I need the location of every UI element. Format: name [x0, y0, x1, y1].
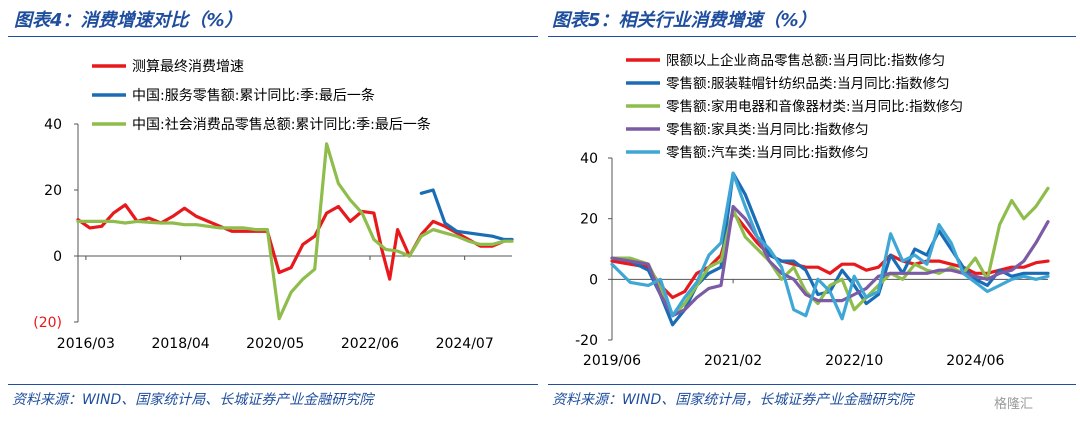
legend-label-1: 测算最终消费增速	[132, 59, 244, 75]
x-tick-label: 2018/04	[151, 336, 209, 352]
y-tick-label: (20)	[33, 315, 62, 331]
title-rule-left	[8, 36, 538, 37]
chart-right-source: 资料来源：WIND、国家统计局，长城证券产业金融研究院	[552, 392, 914, 408]
x-tick-label: 2019/06	[583, 353, 641, 369]
y-tick-label: 20	[580, 212, 598, 228]
series-line-2	[419, 188, 514, 242]
watermark-logo: 格隆汇	[994, 397, 1034, 412]
x-tick-label: 2022/10	[825, 353, 883, 369]
series-line-1	[76, 203, 514, 281]
legend-label-3: 零售额:家用电器和音像器材类:当月同比:指数修匀	[666, 98, 963, 115]
legend-label-1: 限额以上企业商品零售总额:当月同比:指数修匀	[666, 52, 945, 69]
y-tick-label: 40	[44, 117, 62, 133]
chart-left-source: 资料来源：WIND、国家统计局、长城证券产业金融研究院	[12, 392, 374, 408]
series-line-4	[610, 204, 1050, 318]
source-rule-left	[8, 384, 538, 385]
x-tick-label: 2022/06	[341, 336, 399, 352]
legend-label-3: 中国:社会消费品零售总额:累计同比:季:最后一条	[132, 116, 431, 133]
x-tick-label: 2016/03	[57, 336, 115, 352]
legend-label-2: 零售额:服装鞋帽针纺织品类:当月同比:指数修匀	[666, 76, 950, 92]
series-line-1	[610, 211, 1050, 300]
title-rule-right	[548, 36, 1076, 37]
x-tick-label: 2024/06	[946, 353, 1004, 369]
series-line-5	[610, 171, 1050, 321]
x-tick-label: 2024/07	[436, 336, 494, 352]
series-line-3	[610, 186, 1050, 318]
series-line-3	[76, 142, 514, 321]
y-tick-label: 20	[44, 183, 62, 199]
x-tick-label: 2020/05	[246, 336, 304, 352]
legend-label-5: 零售额:汽车类:当月同比:指数修匀	[666, 144, 869, 161]
x-tick-label: 2021/02	[704, 353, 762, 369]
y-tick-label: 0	[53, 249, 62, 265]
y-tick-label: 0	[589, 272, 598, 288]
y-tick-label: 40	[580, 151, 598, 167]
chart-right-title: 图表5：相关行业消费增速（%）	[552, 10, 817, 31]
legend-label-4: 零售额:家具类:当月同比:指数修匀	[666, 121, 869, 138]
chart-left-title: 图表4：消费增速对比（%）	[14, 10, 243, 31]
source-rule-right	[548, 384, 1076, 385]
y-tick-label: -20	[575, 333, 598, 349]
consumption-growth-chart: (20) 0 20 40 2016/03 2018/04 2020/05 2022/06 202…	[33, 59, 514, 352]
legend-label-2: 中国:服务零售额:累计同比:季:最后一条	[132, 87, 375, 104]
industry-consumption-growth-chart: -20 0 20 40 2019/06 2021/02 2022/10 2024/06 限额以上…	[575, 52, 1050, 369]
